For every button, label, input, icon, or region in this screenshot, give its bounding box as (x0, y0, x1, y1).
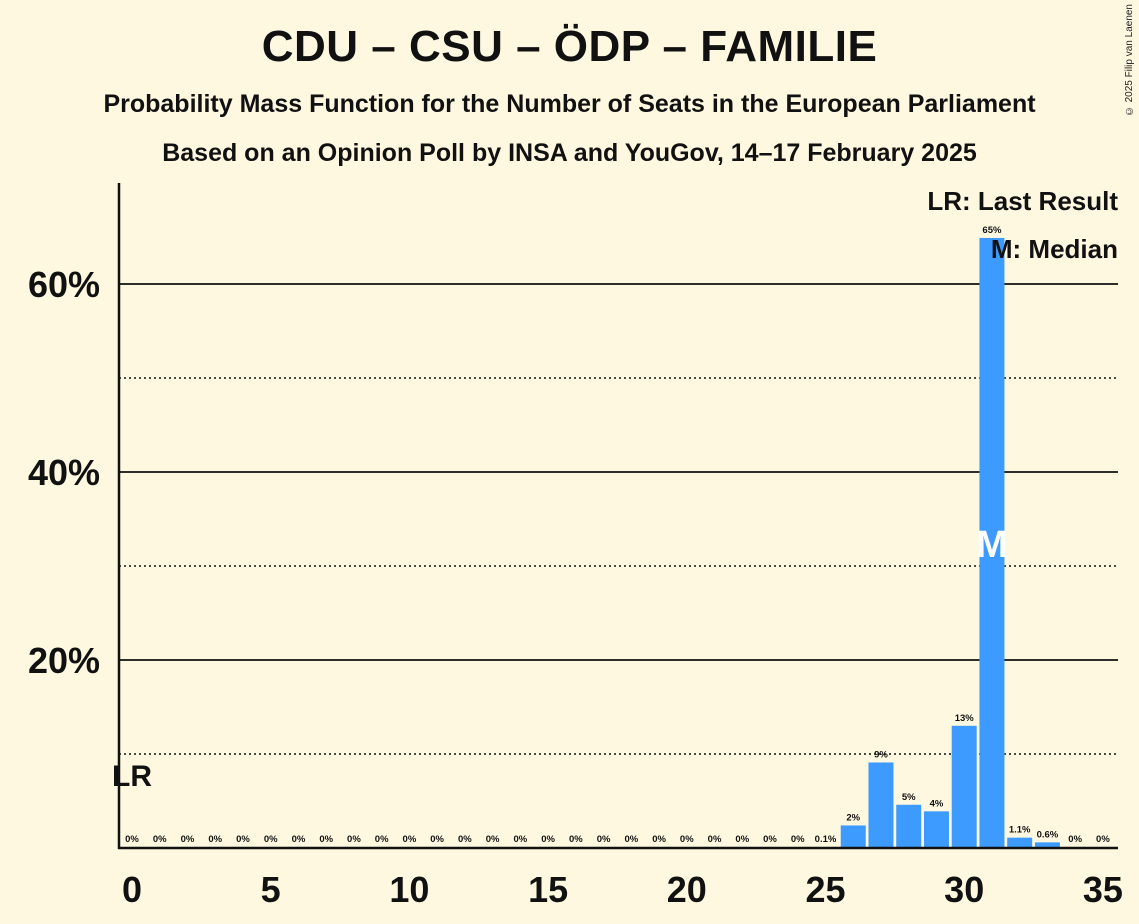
bar-label-seat-6: 0% (292, 834, 306, 845)
bar-label-seat-16: 0% (569, 834, 583, 845)
bar-label-seat-10: 0% (403, 834, 417, 845)
x-tick-label-0: 0 (122, 869, 142, 910)
bar-seat-31 (979, 237, 1005, 848)
bar-label-seat-33: 0.6% (1037, 829, 1059, 840)
bar-label-seat-20: 0% (680, 834, 694, 845)
bar-label-seat-18: 0% (624, 834, 638, 845)
chart-subtitle-1: Probability Mass Function for the Number… (103, 90, 1036, 118)
bar-label-seat-17: 0% (597, 834, 611, 845)
bars: M (813, 237, 1060, 848)
y-tick-label-20: 20% (28, 640, 100, 681)
bar-label-seat-28: 5% (902, 792, 916, 803)
bar-label-seat-3: 0% (208, 834, 222, 845)
bar-label-seat-27: 9% (874, 749, 888, 760)
bar-label-seat-5: 0% (264, 834, 278, 845)
gridlines (119, 283, 1118, 755)
y-tick-label-40: 40% (28, 452, 100, 493)
bar-label-seat-13: 0% (486, 834, 500, 845)
x-tick-label-30: 30 (944, 869, 984, 910)
y-tick-label-60: 60% (28, 264, 100, 305)
bar-seat-28 (896, 804, 922, 848)
bar-label-seat-23: 0% (763, 834, 777, 845)
chart-title: CDU – CSU – ÖDP – FAMILIE (261, 22, 878, 71)
bar-label-seat-35: 0% (1096, 834, 1110, 845)
bar-label-seat-11: 0% (430, 834, 444, 845)
bar-label-seat-15: 0% (541, 834, 555, 845)
bar-label-seat-29: 4% (930, 798, 944, 809)
bar-seat-33 (1034, 842, 1060, 848)
bar-label-seat-22: 0% (735, 834, 749, 845)
bar-label-seat-31: 65% (982, 225, 1002, 236)
last-result-marker: LR (112, 760, 152, 793)
bar-label-seat-32: 1.1% (1009, 825, 1031, 836)
bar-seat-27 (868, 762, 894, 848)
x-tick-label-5: 5 (261, 869, 281, 910)
legend-median: M: Median (991, 234, 1118, 264)
bar-labels: 0% 0% 0% 0% 0% 0% 0% 0% 0% 0% 0% 0% 0% 0% 0% 0% 0% 0% 0% 0%… (125, 225, 1110, 845)
x-tick-label-15: 15 (528, 869, 568, 910)
chart-subtitle-2: Based on an Opinion Poll by INSA and You… (162, 139, 977, 167)
axes (117, 183, 1118, 850)
tick-labels: 20% 40% 60% 0 5 10 15 20 25 30 35 (28, 264, 1123, 910)
x-tick-label-25: 25 (805, 869, 845, 910)
bar-label-seat-8: 0% (347, 834, 361, 845)
bar-label-seat-1: 0% (153, 834, 167, 845)
bar-label-seat-21: 0% (708, 834, 722, 845)
x-tick-label-20: 20 (667, 869, 707, 910)
bar-label-seat-26: 2% (846, 812, 860, 823)
legend-last-result: LR: Last Result (927, 186, 1118, 216)
x-tick-label-35: 35 (1083, 869, 1123, 910)
bar-seat-26 (840, 825, 866, 848)
bar-label-seat-34: 0% (1068, 834, 1082, 845)
median-marker: M (976, 524, 1008, 566)
bar-label-seat-12: 0% (458, 834, 472, 845)
bar-label-seat-2: 0% (181, 834, 195, 845)
bar-label-seat-9: 0% (375, 834, 389, 845)
bar-seat-29 (923, 811, 949, 848)
bar-label-seat-4: 0% (236, 834, 250, 845)
bar-label-seat-24: 0% (791, 834, 805, 845)
bar-label-seat-7: 0% (319, 834, 333, 845)
bar-seat-30 (951, 725, 977, 848)
bar-label-seat-30: 13% (955, 713, 975, 724)
bar-label-seat-19: 0% (652, 834, 666, 845)
bar-label-seat-25: 0.1% (815, 834, 837, 845)
x-tick-label-10: 10 (389, 869, 429, 910)
bar-label-seat-0: 0% (125, 834, 139, 845)
bar-seat-32 (1007, 837, 1033, 848)
bar-label-seat-14: 0% (513, 834, 527, 845)
